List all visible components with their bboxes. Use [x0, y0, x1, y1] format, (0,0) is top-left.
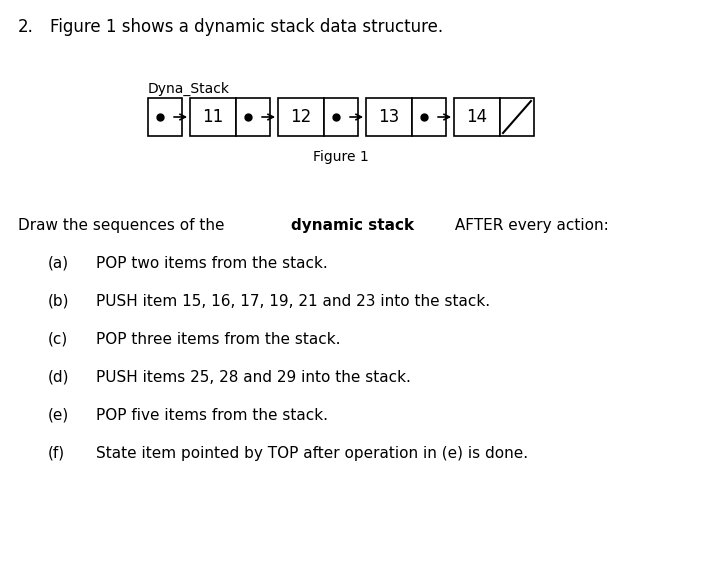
Text: POP two items from the stack.: POP two items from the stack. [96, 256, 328, 271]
Text: POP three items from the stack.: POP three items from the stack. [96, 332, 341, 347]
Bar [454, 98, 500, 136]
Text: Dyna_Stack: Dyna_Stack [148, 82, 230, 96]
Text: 11: 11 [202, 108, 224, 126]
Text: Figure 1 shows a dynamic stack data structure.: Figure 1 shows a dynamic stack data stru… [50, 18, 443, 36]
Text: (e): (e) [48, 408, 69, 423]
Bar [366, 98, 412, 136]
Text: 13: 13 [378, 108, 400, 126]
Bar [148, 98, 182, 136]
Bar [412, 98, 446, 136]
Text: dynamic stack: dynamic stack [290, 218, 414, 233]
Text: (d): (d) [48, 370, 70, 385]
Text: 12: 12 [290, 108, 311, 126]
Text: (b): (b) [48, 294, 70, 309]
Bar [236, 98, 270, 136]
Text: State item pointed by TOP after operation in (e) is done.: State item pointed by TOP after operatio… [96, 446, 528, 461]
Bar [190, 98, 236, 136]
Text: (c): (c) [48, 332, 68, 347]
Text: POP five items from the stack.: POP five items from the stack. [96, 408, 328, 423]
Text: PUSH items 25, 28 and 29 into the stack.: PUSH items 25, 28 and 29 into the stack. [96, 370, 411, 385]
Text: AFTER every action:: AFTER every action: [449, 218, 608, 233]
Bar [278, 98, 324, 136]
Text: 14: 14 [467, 108, 487, 126]
Text: Draw the sequences of the: Draw the sequences of the [18, 218, 229, 233]
Text: (a): (a) [48, 256, 69, 271]
Bar [500, 98, 534, 136]
Text: PUSH item 15, 16, 17, 19, 21 and 23 into the stack.: PUSH item 15, 16, 17, 19, 21 and 23 into… [96, 294, 490, 309]
Text: (f): (f) [48, 446, 65, 461]
Bar [324, 98, 358, 136]
Text: 2.: 2. [18, 18, 34, 36]
Text: Figure 1: Figure 1 [313, 150, 369, 164]
